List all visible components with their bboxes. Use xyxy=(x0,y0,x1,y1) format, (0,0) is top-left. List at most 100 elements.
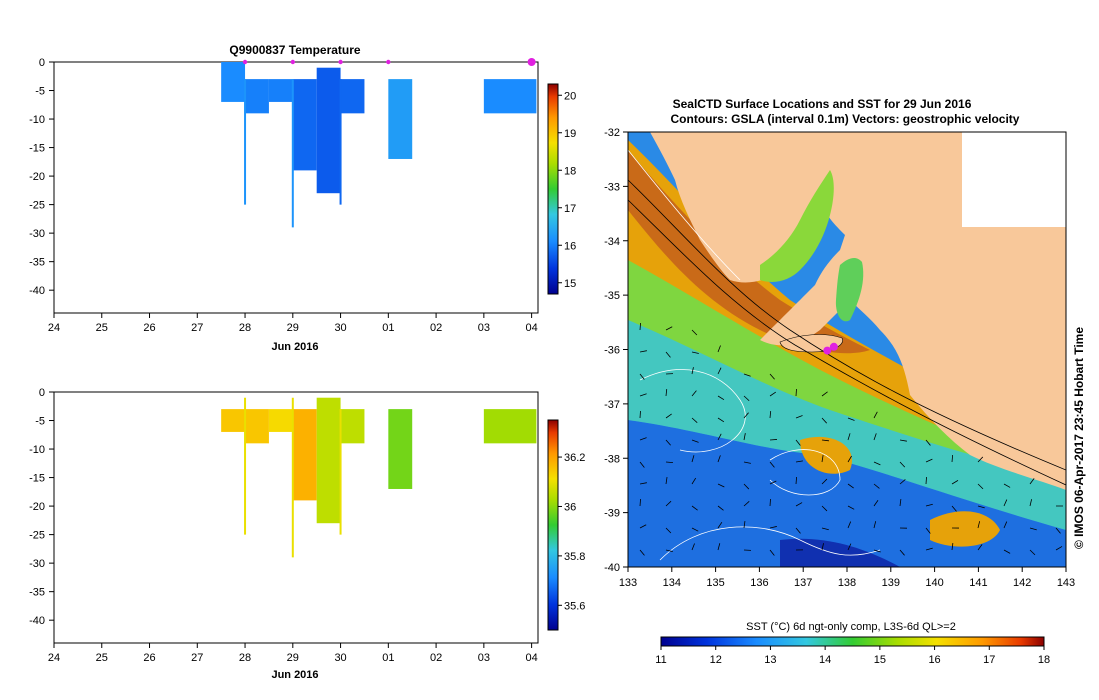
velocity-vector xyxy=(717,433,722,441)
y-tick-label: -10 xyxy=(29,444,45,456)
velocity-vector xyxy=(1055,546,1063,551)
velocity-vector xyxy=(639,373,645,380)
data-cell xyxy=(388,79,413,159)
x-tick-label: 02 xyxy=(430,652,442,664)
sst-colorbar-tick-label: 17 xyxy=(983,654,995,666)
colorbar-tick-label: 20 xyxy=(564,90,576,102)
lon-tick-label: 140 xyxy=(925,577,943,589)
velocity-vector xyxy=(743,483,750,490)
x-tick-label: 29 xyxy=(287,322,299,334)
no-data-region xyxy=(962,132,1066,227)
velocity-vector xyxy=(873,411,878,419)
x-tick-label: 28 xyxy=(239,322,251,334)
velocity-vector xyxy=(717,345,721,353)
geostrophic-velocity-vectors xyxy=(639,322,1064,556)
y-tick-label: -25 xyxy=(29,530,45,542)
velocity-vector xyxy=(821,391,828,397)
lon-tick-label: 134 xyxy=(663,577,681,589)
velocity-vector xyxy=(899,479,906,485)
salinity-profile-lines xyxy=(244,397,342,558)
x-tick-label: 02 xyxy=(430,322,442,334)
velocity-vector xyxy=(873,549,881,553)
velocity-vector xyxy=(691,390,697,397)
velocity-vector xyxy=(691,329,698,336)
colorbar-tick-label: 18 xyxy=(564,165,576,177)
map-area xyxy=(628,132,1066,567)
gsla-contour-black xyxy=(628,179,1066,471)
lat-tick-label: -40 xyxy=(604,562,620,574)
gsla-contour-white-3 xyxy=(769,449,841,496)
velocity-vector xyxy=(665,549,673,552)
velocity-vector xyxy=(691,543,695,551)
lon-tick-label: 133 xyxy=(619,577,637,589)
sst-colorbar-tick-label: 18 xyxy=(1038,654,1050,666)
velocity-vector xyxy=(691,417,698,423)
velocity-vector xyxy=(743,373,751,377)
velocity-vector xyxy=(691,367,694,375)
sst-colorbar-label: SST (°C) 6d ngt-only comp, L3S-6d QL>=2 xyxy=(746,621,956,633)
lon-tick-label: 137 xyxy=(794,577,812,589)
velocity-vector xyxy=(769,373,775,380)
velocity-vector xyxy=(717,505,724,511)
velocity-vector xyxy=(821,543,824,551)
y-tick-label: -20 xyxy=(29,501,45,513)
x-tick-label: 30 xyxy=(334,322,346,334)
velocity-vector xyxy=(691,455,695,463)
colorbar-tick-label: 35.8 xyxy=(564,551,585,563)
salinity-cells xyxy=(221,397,537,524)
velocity-vector xyxy=(639,482,647,485)
velocity-vector xyxy=(899,499,902,507)
x-tick-label: 04 xyxy=(525,322,537,334)
sst-colorbar-tick-label: 13 xyxy=(764,654,776,666)
velocity-vector xyxy=(899,549,905,556)
velocity-vector xyxy=(899,461,906,468)
lat-tick-label: -36 xyxy=(604,345,620,357)
lat-tick-label: -38 xyxy=(604,453,620,465)
velocity-vector xyxy=(821,505,828,512)
sst-colorbar-tick-label: 15 xyxy=(874,654,886,666)
colorbar-tick-label: 35.6 xyxy=(564,600,585,612)
velocity-vector xyxy=(1029,478,1035,485)
x-tick-label: 24 xyxy=(48,322,60,334)
temperature-y-axis: 0 -5 -10 -15 -20 -25 -30 -35 -40 xyxy=(29,57,54,297)
sst-colorbar-tick-label: 12 xyxy=(710,654,722,666)
velocity-vector xyxy=(847,505,855,510)
velocity-vector xyxy=(1003,549,1011,554)
velocity-vector xyxy=(925,503,933,507)
velocity-vector xyxy=(873,521,877,529)
x-tick-label: 27 xyxy=(191,652,203,664)
velocity-vector xyxy=(639,322,641,331)
velocity-vector xyxy=(743,433,746,441)
velocity-vector xyxy=(717,455,721,463)
map-latitude-axis: -32 -33 -34 -35 -36 -37 -38 -39 -40 xyxy=(604,127,628,574)
velocity-vector xyxy=(639,524,647,529)
sst-colorbar xyxy=(660,636,1045,647)
velocity-vector xyxy=(925,458,933,463)
velocity-vector xyxy=(821,455,824,463)
lon-tick-label: 143 xyxy=(1057,577,1075,589)
lat-tick-label: -32 xyxy=(604,127,620,139)
salinity-x-axis: 24 25 26 27 28 29 30 01 02 03 04 xyxy=(48,643,538,664)
velocity-vector xyxy=(821,478,828,485)
x-tick-label: 04 xyxy=(525,652,537,664)
temperature-panel-title: Q9900837 Temperature xyxy=(229,43,361,57)
velocity-vector xyxy=(795,527,801,534)
sst-colorbar-tick-label: 11 xyxy=(655,654,666,666)
velocity-vector xyxy=(847,433,851,441)
y-tick-label: -10 xyxy=(29,114,45,126)
velocity-vector xyxy=(769,391,777,397)
lat-tick-label: -37 xyxy=(604,399,620,411)
velocity-vector xyxy=(873,433,877,441)
lat-tick-label: -35 xyxy=(604,290,620,302)
y-tick-label: -40 xyxy=(29,615,45,627)
velocity-vector xyxy=(717,367,722,375)
data-cell xyxy=(221,62,246,102)
velocity-vector xyxy=(873,500,879,507)
velocity-vector xyxy=(899,439,907,442)
data-cell xyxy=(292,79,317,171)
colorbar-tick-label: 15 xyxy=(564,278,576,290)
data-cell xyxy=(245,409,269,444)
y-tick-label: -15 xyxy=(29,143,45,155)
sst-coldest-patch xyxy=(780,538,900,567)
gulf-st-vincent xyxy=(835,258,864,322)
